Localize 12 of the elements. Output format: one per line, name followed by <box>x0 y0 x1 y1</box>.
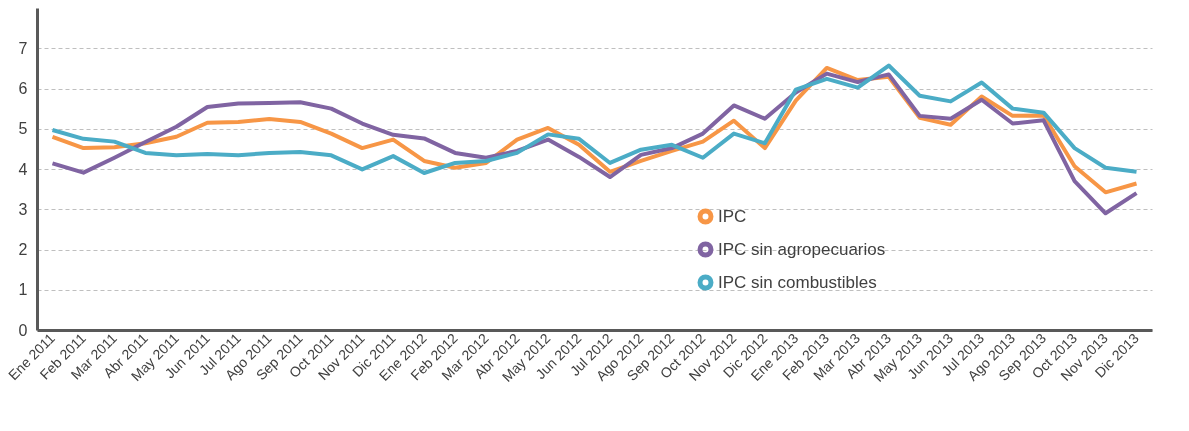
y-tick-label: 2 <box>18 241 28 258</box>
legend-label: IPC sin agropecuarios <box>718 239 886 259</box>
y-tick-label: 4 <box>18 160 28 178</box>
y-tick-label: 5 <box>18 120 28 138</box>
y-tick-label: 1 <box>18 281 28 299</box>
y-tick-label: 6 <box>18 80 28 97</box>
y-tick-label: 3 <box>18 200 28 218</box>
line-series <box>50 63 1139 176</box>
legend-label: IPC sin combustibles <box>718 272 877 292</box>
legend-label: IPC <box>718 206 747 226</box>
y-tick-label: 0 <box>18 321 28 339</box>
y-tick-label: 7 <box>18 39 28 57</box>
